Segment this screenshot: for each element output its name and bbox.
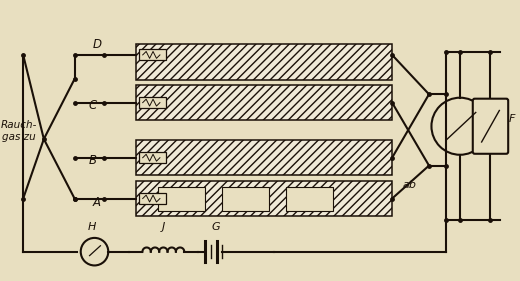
Bar (287, 187, 333, 211)
Bar (139, 193, 166, 204)
Text: E: E (492, 114, 499, 124)
Bar (136, 181, 392, 216)
Bar (136, 140, 392, 175)
Bar (139, 49, 166, 60)
Text: F: F (509, 114, 515, 124)
Bar (136, 44, 392, 80)
Bar (223, 187, 269, 211)
Text: J: J (162, 222, 165, 232)
Bar (159, 187, 205, 211)
FancyBboxPatch shape (473, 99, 508, 154)
Bar (139, 152, 166, 163)
Text: B: B (89, 154, 97, 167)
Text: G: G (212, 222, 220, 232)
Bar (136, 85, 392, 120)
Text: ab: ab (403, 180, 417, 190)
Text: Rauch-
gas zu: Rauch- gas zu (1, 120, 37, 142)
Bar (139, 97, 166, 108)
Text: C: C (89, 99, 97, 112)
Text: D: D (93, 38, 101, 51)
Text: H: H (88, 222, 96, 232)
Text: A: A (93, 196, 101, 209)
